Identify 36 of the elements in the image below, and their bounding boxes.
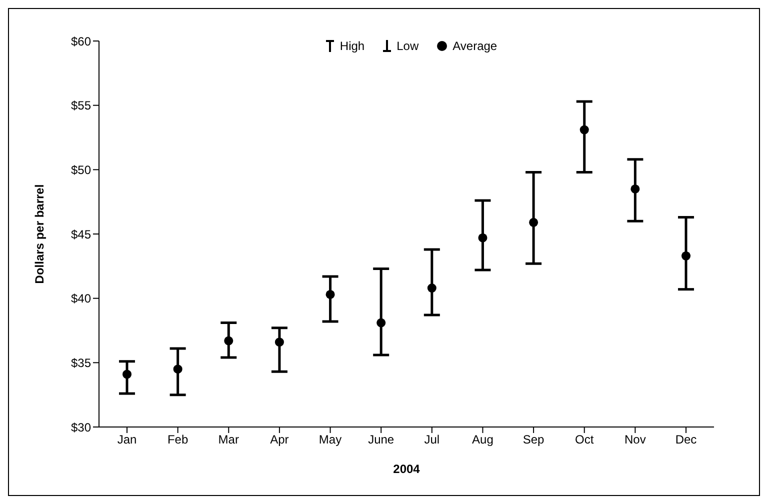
legend-label: Average bbox=[452, 39, 498, 53]
y-tick-label: $35 bbox=[70, 356, 92, 370]
y-tick-label: $50 bbox=[70, 162, 92, 177]
x-tick-label: Jan bbox=[117, 432, 137, 447]
point bbox=[224, 336, 234, 346]
point bbox=[478, 233, 488, 242]
y-axis-title: Dollars per barrel bbox=[32, 184, 46, 284]
point bbox=[122, 370, 132, 379]
x-axis-title: 2004 bbox=[393, 462, 420, 476]
x-tick-label: Oct bbox=[575, 432, 594, 447]
point bbox=[326, 290, 335, 299]
x-tick-label: Mar bbox=[218, 432, 239, 447]
x-tick-label: Feb bbox=[167, 432, 188, 447]
y-tick-label: $30 bbox=[70, 420, 92, 434]
point bbox=[274, 338, 284, 347]
x-tick-label: Dec bbox=[675, 432, 697, 447]
x-tick-label: Apr bbox=[270, 432, 289, 447]
x-tick-label: Jul bbox=[424, 432, 440, 447]
x-tick-label: Aug bbox=[472, 432, 494, 447]
y-tick-label: $45 bbox=[70, 227, 92, 242]
annotation: High bbox=[338, 39, 365, 53]
y-tick-label: $55 bbox=[70, 98, 92, 113]
x-tick-label: May bbox=[318, 432, 342, 447]
point bbox=[580, 125, 589, 134]
annotation: Low bbox=[396, 39, 419, 53]
point bbox=[376, 318, 386, 328]
point bbox=[173, 364, 182, 374]
point bbox=[630, 184, 640, 194]
x-tick-label: June bbox=[368, 432, 394, 447]
y-tick-label: $40 bbox=[70, 292, 92, 306]
point bbox=[529, 218, 538, 227]
point bbox=[681, 251, 691, 260]
point bbox=[427, 284, 436, 293]
x-tick-label: Nov bbox=[624, 432, 646, 447]
x-tick-label: Sep bbox=[522, 432, 545, 447]
y-tick-label: $60 bbox=[70, 34, 92, 48]
